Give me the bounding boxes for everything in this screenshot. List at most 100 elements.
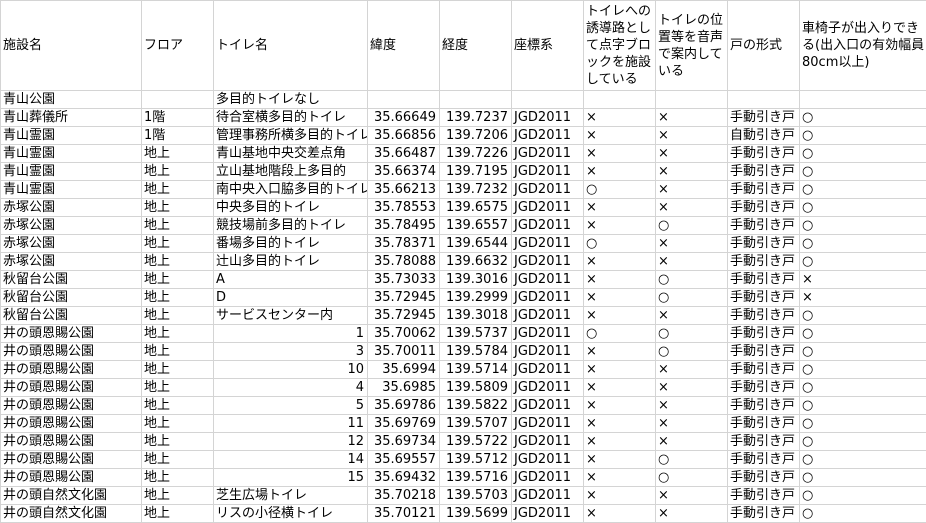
- cell[interactable]: [727, 90, 800, 109]
- cell[interactable]: ○: [583, 180, 656, 199]
- cell[interactable]: 秋留台公園: [0, 288, 142, 307]
- cell[interactable]: [439, 90, 512, 109]
- cell[interactable]: ○: [655, 288, 728, 307]
- cell[interactable]: 地上: [141, 306, 214, 325]
- cell[interactable]: ×: [583, 108, 656, 127]
- cell[interactable]: 赤塚公園: [0, 216, 142, 235]
- cell[interactable]: 35.78495: [367, 216, 440, 235]
- cell[interactable]: 手動引き戸: [727, 396, 800, 415]
- cell[interactable]: 手動引き戸: [727, 180, 800, 199]
- cell[interactable]: 139.6575: [439, 198, 512, 217]
- cell[interactable]: 井の頭恩賜公園: [0, 432, 142, 451]
- column-header[interactable]: 車椅子が出入りできる(出入口の有効幅員80cm以上): [799, 0, 926, 91]
- column-header[interactable]: 緯度: [367, 0, 440, 91]
- cell[interactable]: ○: [799, 180, 926, 199]
- cell[interactable]: 35.70121: [367, 504, 440, 523]
- cell[interactable]: 手動引き戸: [727, 198, 800, 217]
- column-header[interactable]: トイレ名: [213, 0, 368, 91]
- cell[interactable]: 35.70062: [367, 324, 440, 343]
- cell[interactable]: 35.66856: [367, 126, 440, 145]
- cell[interactable]: ×: [583, 306, 656, 325]
- cell[interactable]: ○: [799, 414, 926, 433]
- cell[interactable]: 井の頭恩賜公園: [0, 450, 142, 469]
- cell[interactable]: ○: [799, 252, 926, 271]
- cell[interactable]: 139.7237: [439, 108, 512, 127]
- cell[interactable]: 地上: [141, 342, 214, 361]
- cell[interactable]: 5: [213, 396, 368, 415]
- cell[interactable]: ○: [799, 378, 926, 397]
- cell[interactable]: ×: [655, 198, 728, 217]
- cell[interactable]: 11: [213, 414, 368, 433]
- cell[interactable]: 地上: [141, 504, 214, 523]
- cell[interactable]: 139.6632: [439, 252, 512, 271]
- cell[interactable]: 秋留台公園: [0, 270, 142, 289]
- cell[interactable]: 井の頭自然文化園: [0, 504, 142, 523]
- column-header[interactable]: トイレの位置等を音声で案内している: [655, 0, 728, 91]
- cell[interactable]: ○: [655, 450, 728, 469]
- cell[interactable]: ○: [799, 342, 926, 361]
- cell[interactable]: 管理事務所横多目的トイレ: [213, 126, 368, 145]
- cell[interactable]: 12: [213, 432, 368, 451]
- cell[interactable]: ○: [799, 108, 926, 127]
- cell[interactable]: ○: [799, 126, 926, 145]
- cell[interactable]: 139.6557: [439, 216, 512, 235]
- cell[interactable]: 手動引き戸: [727, 378, 800, 397]
- cell[interactable]: ○: [583, 234, 656, 253]
- cell[interactable]: ×: [583, 432, 656, 451]
- cell[interactable]: ×: [655, 414, 728, 433]
- cell[interactable]: 番場多目的トイレ: [213, 234, 368, 253]
- cell[interactable]: JGD2011: [511, 504, 584, 523]
- cell[interactable]: [583, 90, 656, 109]
- cell[interactable]: 手動引き戸: [727, 270, 800, 289]
- cell[interactable]: 139.5737: [439, 324, 512, 343]
- cell[interactable]: ×: [583, 486, 656, 505]
- column-header[interactable]: 施設名: [0, 0, 142, 91]
- cell[interactable]: 139.3018: [439, 306, 512, 325]
- cell[interactable]: ○: [655, 324, 728, 343]
- cell[interactable]: JGD2011: [511, 396, 584, 415]
- cell[interactable]: 手動引き戸: [727, 306, 800, 325]
- cell[interactable]: 井の頭恩賜公園: [0, 360, 142, 379]
- cell[interactable]: 赤塚公園: [0, 252, 142, 271]
- cell[interactable]: 待合室横多目的トイレ: [213, 108, 368, 127]
- cell[interactable]: JGD2011: [511, 180, 584, 199]
- cell[interactable]: 手動引き戸: [727, 360, 800, 379]
- cell[interactable]: ×: [655, 360, 728, 379]
- cell[interactable]: 手動引き戸: [727, 324, 800, 343]
- cell[interactable]: 地上: [141, 180, 214, 199]
- cell[interactable]: 手動引き戸: [727, 252, 800, 271]
- cell[interactable]: 青山基地中央交差点角: [213, 144, 368, 163]
- cell[interactable]: 35.69557: [367, 450, 440, 469]
- cell[interactable]: 地上: [141, 432, 214, 451]
- cell[interactable]: JGD2011: [511, 162, 584, 181]
- cell[interactable]: JGD2011: [511, 342, 584, 361]
- cell[interactable]: 手動引き戸: [727, 108, 800, 127]
- cell[interactable]: 35.6985: [367, 378, 440, 397]
- cell[interactable]: 地上: [141, 234, 214, 253]
- cell[interactable]: 井の頭恩賜公園: [0, 468, 142, 487]
- cell[interactable]: ×: [655, 252, 728, 271]
- cell[interactable]: ×: [799, 288, 926, 307]
- cell[interactable]: ○: [799, 324, 926, 343]
- cell[interactable]: 地上: [141, 216, 214, 235]
- cell[interactable]: 手動引き戸: [727, 486, 800, 505]
- cell[interactable]: ○: [799, 144, 926, 163]
- cell[interactable]: ×: [583, 252, 656, 271]
- cell[interactable]: ×: [655, 180, 728, 199]
- cell[interactable]: ×: [583, 504, 656, 523]
- cell[interactable]: [655, 90, 728, 109]
- cell[interactable]: ○: [799, 486, 926, 505]
- cell[interactable]: ○: [799, 216, 926, 235]
- cell[interactable]: ○: [799, 360, 926, 379]
- column-header[interactable]: 経度: [439, 0, 512, 91]
- cell[interactable]: 139.5699: [439, 504, 512, 523]
- column-header[interactable]: 戸の形式: [727, 0, 800, 91]
- cell[interactable]: ○: [799, 432, 926, 451]
- cell[interactable]: ○: [655, 468, 728, 487]
- cell[interactable]: 手動引き戸: [727, 468, 800, 487]
- cell[interactable]: 14: [213, 450, 368, 469]
- cell[interactable]: JGD2011: [511, 324, 584, 343]
- cell[interactable]: 地上: [141, 396, 214, 415]
- cell[interactable]: ○: [655, 342, 728, 361]
- cell[interactable]: 139.5703: [439, 486, 512, 505]
